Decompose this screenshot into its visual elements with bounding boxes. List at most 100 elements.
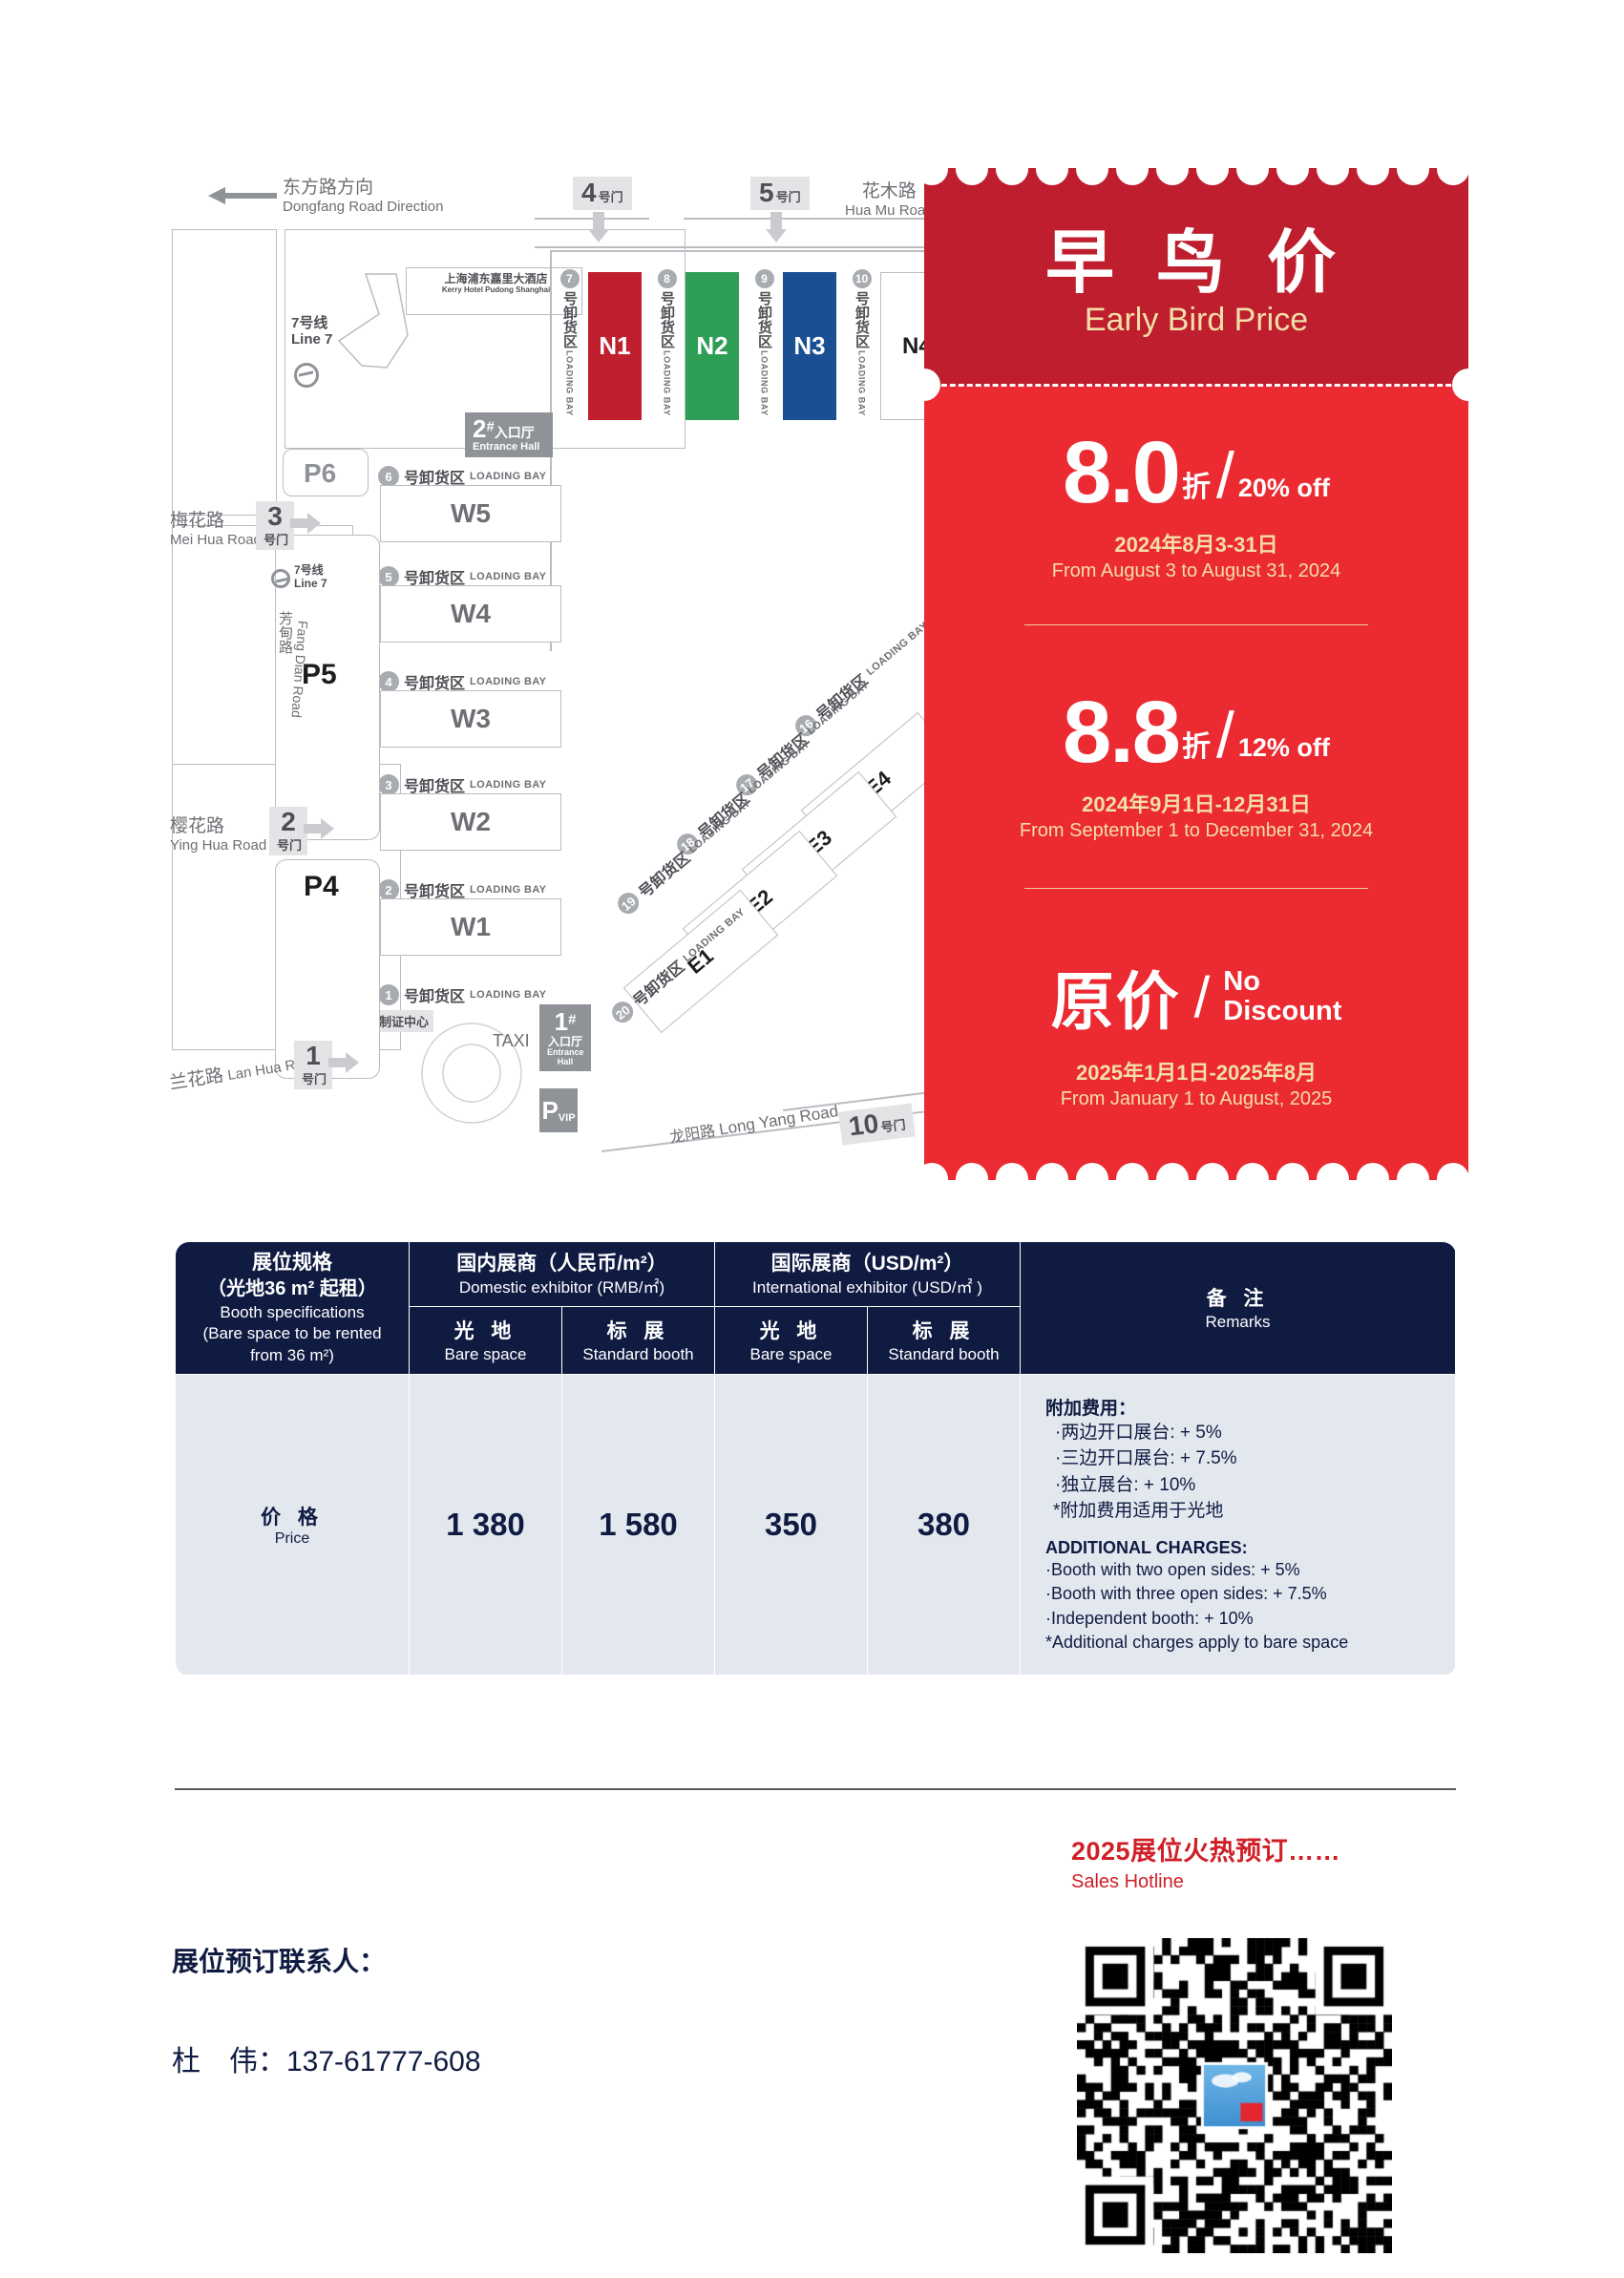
parking-p6-box [283,449,369,496]
td-price-intl-bare: 350 [714,1373,868,1677]
loading-bay-5: 5 号卸货区 LOADING BAY [378,565,546,588]
parking-p6-label: P6 [304,458,337,488]
hotel-label-box [406,267,582,315]
gate-1-arrow-icon [328,1052,359,1073]
hall-w4: W4 [380,585,561,643]
loading-bay-6: 6 号卸货区 LOADING BAY [378,465,546,488]
tier-2: 8.8 折 / 12% off 2024年9月1日-12月31日 From Se… [924,684,1468,842]
th-intl-bare: 光 地 Bare space [714,1306,868,1375]
hall-w1: W1 [380,898,561,956]
th-domestic: 国内展商（人民币/m²） Domestic exhibitor (RMB/㎡) [409,1240,715,1308]
map-block [172,229,277,516]
direction-arrow-icon [208,187,277,204]
loading-bay-9: 9 号卸货区 LOADING BAY [754,269,774,416]
gate-5-arrow-icon [766,212,787,243]
map-road-line [550,250,970,252]
hall-w2: W2 [380,793,561,851]
road-hua-mu: 花木路 Hua Mu Road [845,181,934,219]
notch-left [908,369,940,401]
tier-1-rate: 8.0 折 / 20% off [1063,424,1330,521]
footer-divider [175,1788,1456,1790]
loading-bay-3: 3 号卸货区 LOADING BAY [378,773,546,796]
wechat-qr-code[interactable] [1077,1938,1392,2253]
th-booth-spec: 展位规格 （光地36 m² 起租） Booth specifications (… [175,1241,410,1375]
badge-center-label: 制证中心 [374,1010,434,1032]
entrance-hall-1[interactable]: 1# 入口厅 Entrance Hall [539,1004,591,1071]
loading-bay-1: 1 号卸货区 LOADING BAY [378,983,546,1006]
th-international: 国际展商（USD/m²） International exhibitor (US… [714,1240,1021,1308]
loading-bay-4: 4 号卸货区 LOADING BAY [378,670,546,693]
map-direction-label: 东方路方向 Dongfang Road Direction [283,178,444,215]
hall-n1: N1 [588,272,642,420]
map-road-line [840,218,993,220]
gate-10[interactable]: 10 号门 [838,1103,917,1146]
road-fang-dian: 芳甸路 [277,611,293,654]
hall-n3: N3 [783,272,836,420]
td-remarks: 附加费用： ·两边开口展台: + 5% ·三边开口展台: + 7.5% ·独立展… [1020,1373,1456,1677]
notch-right [1452,369,1485,401]
contact-person[interactable]: 杜 伟：137-61777-608 [172,2046,481,2078]
th-remarks: 备 注 Remarks [1020,1241,1456,1375]
parking-p4-label: P4 [304,871,339,902]
coupon-title-en: Early Bird Price [1084,302,1309,338]
parking-p5-box [275,535,380,840]
td-price-domestic-standard: 1 580 [561,1373,715,1677]
gate-3-arrow-icon [290,513,321,534]
tier-no-discount: 原价 / No Discount 2025年1月1日-2025年8月 From … [924,951,1468,1110]
no-discount-en: No Discount [1223,966,1342,1026]
coupon-title-cn: 早 鸟 价 [1044,225,1347,302]
metro-line7-label-p5: 7号线 Line 7 [294,563,327,591]
road-mei-hua: 梅花路 Mei Hua Road [170,511,262,548]
metro-icon [294,363,319,388]
metro-icon-p5 [271,569,290,588]
qr-canvas [1077,1938,1392,2253]
parking-p4-box [275,859,380,1079]
sales-hotline: 2025展位火热预订…… Sales Hotline [1071,1837,1341,1892]
td-price-domestic-bare: 1 380 [409,1373,562,1677]
venue-map: 东方路方向 Dongfang Road Direction 上海浦东嘉里大酒店 … [0,0,1624,1203]
no-discount-rate: 原价 / No Discount [1050,964,1342,1038]
tier-2-rate: 8.8 折 / 12% off [1063,684,1330,781]
map-road-line [535,218,649,220]
hotel-shape-icon [337,273,409,369]
parking-p5-label: P5 [302,659,337,690]
gate-2-arrow-icon [304,818,334,839]
gate-1[interactable]: 1 号门 [294,1041,333,1089]
coupon-body [924,386,1468,1180]
table-row-price: 价 格 Price 1 380 1 580 350 380 附加费用： ·两边开… [175,1373,1456,1677]
road-ying-hua: 樱花路 Ying Hua Road [170,816,267,854]
price-table: 展位规格 （光地36 m² 起租） Booth specifications (… [175,1240,1456,1677]
coupon-divider-2 [1024,888,1368,889]
taxi-label: TAXI [493,1031,530,1050]
perforation-line [924,384,1468,387]
gate-2[interactable]: 2 号门 [269,807,308,855]
loading-bay-10: 10 号卸货区 LOADING BAY [852,269,872,416]
roundabout-icon [421,1023,522,1124]
hall-w5: W5 [380,485,561,542]
early-bird-coupon: 早 鸟 价 Early Bird Price 8.0 折 / 20% off 2… [908,167,1485,1181]
loading-bay-8: 8 号卸货区 LOADING BAY [657,269,677,416]
parking-vip: P VIP [539,1088,578,1132]
gate-3[interactable]: 3 号门 [256,501,295,550]
map-road-line [535,246,993,248]
hotel-label: 上海浦东嘉里大酒店 Kerry Hotel Pudong Shanghai [441,272,551,295]
loading-bay-2: 2 号卸货区 LOADING BAY [378,878,546,901]
th-domestic-bare: 光 地 Bare space [409,1306,562,1375]
td-price-intl-standard: 380 [867,1373,1021,1677]
entrance-hall-2[interactable]: 2#入口厅 Entrance Hall [465,412,553,457]
th-intl-standard: 标 展 Standard booth [867,1306,1021,1375]
tier-1: 8.0 折 / 20% off 2024年8月3-31日 From August… [924,424,1468,582]
th-domestic-standard: 标 展 Standard booth [561,1306,715,1375]
gate-5[interactable]: 5 号门 [750,177,810,210]
scallop-top-edge [924,167,1468,185]
road-long-yang: 龙阳路 Long Yang Road [668,1102,840,1147]
loading-bay-7: 7 号卸货区 LOADING BAY [559,269,580,416]
hall-w3: W3 [380,690,561,748]
contact-heading: 展位预订联系人： [172,1947,387,1976]
coupon-header [924,168,1468,386]
scallop-bottom-edge [924,1163,1468,1181]
hall-n2: N2 [685,272,739,420]
gate-4[interactable]: 4 号门 [573,177,632,210]
gate-4-arrow-icon [588,212,609,243]
metro-line7-label-top: 7号线 Line 7 [291,315,333,348]
